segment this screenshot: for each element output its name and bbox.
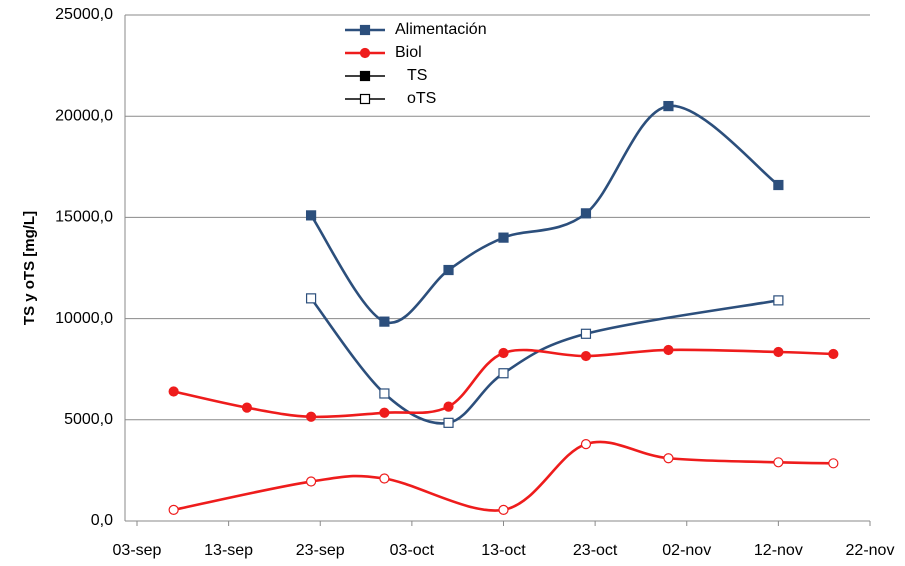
data-point — [663, 100, 674, 112]
x-tick-label: 12-nov — [754, 542, 803, 559]
x-tick-label: 23-oct — [573, 542, 618, 559]
legend-label: Alimentación — [395, 21, 487, 38]
data-point — [773, 346, 784, 358]
legend-swatch-marker — [359, 24, 371, 36]
data-point — [379, 388, 390, 399]
data-point — [773, 179, 784, 191]
data-point — [305, 210, 317, 221]
legend-label: Biol — [395, 44, 422, 61]
y-tick-label: 5000,0 — [64, 411, 113, 428]
y-tick-label: 25000,0 — [55, 6, 113, 23]
data-point — [773, 457, 784, 468]
data-point — [443, 264, 454, 276]
y-tick-label: 0,0 — [91, 512, 113, 529]
data-point — [305, 293, 317, 304]
data-point — [663, 344, 674, 356]
data-point — [580, 328, 592, 339]
data-point — [379, 316, 390, 327]
data-point — [305, 476, 317, 487]
x-tick-label: 22-nov — [846, 542, 895, 559]
x-tick-label: 23-sep — [296, 542, 345, 559]
legend-swatch-marker — [359, 47, 371, 59]
x-tick-label: 03-sep — [113, 542, 162, 559]
x-tick-label: 02-nov — [662, 542, 711, 559]
x-tick-label: 03-oct — [390, 542, 435, 559]
data-point — [580, 208, 592, 219]
legend-swatch-marker — [359, 70, 371, 82]
data-point — [379, 407, 390, 418]
data-point — [379, 473, 390, 484]
data-point — [828, 458, 839, 469]
data-point — [305, 411, 317, 422]
data-point — [443, 401, 454, 412]
data-point — [498, 232, 509, 243]
data-point — [828, 348, 839, 360]
x-tick-label: 13-oct — [481, 542, 526, 559]
data-point — [663, 453, 674, 464]
data-point — [580, 350, 592, 362]
data-point — [241, 402, 253, 413]
data-point — [580, 438, 592, 450]
y-tick-label: 20000,0 — [55, 107, 113, 124]
data-point — [168, 504, 179, 515]
y-tick-label: 15000,0 — [55, 209, 113, 226]
x-tick-label: 13-sep — [204, 542, 253, 559]
data-point — [773, 295, 784, 306]
data-point — [168, 386, 179, 397]
series-line — [310, 297, 779, 425]
legend-label: TS — [407, 67, 427, 84]
legend-label: oTS — [407, 90, 436, 107]
data-point — [443, 417, 454, 428]
y-axis-label: TS y oTS [mg/L] — [21, 211, 38, 325]
series-line — [173, 348, 834, 419]
legend-swatch-marker — [359, 93, 371, 105]
data-point — [498, 368, 509, 379]
y-tick-label: 10000,0 — [55, 310, 113, 327]
data-point — [498, 504, 509, 515]
data-point — [498, 347, 509, 359]
